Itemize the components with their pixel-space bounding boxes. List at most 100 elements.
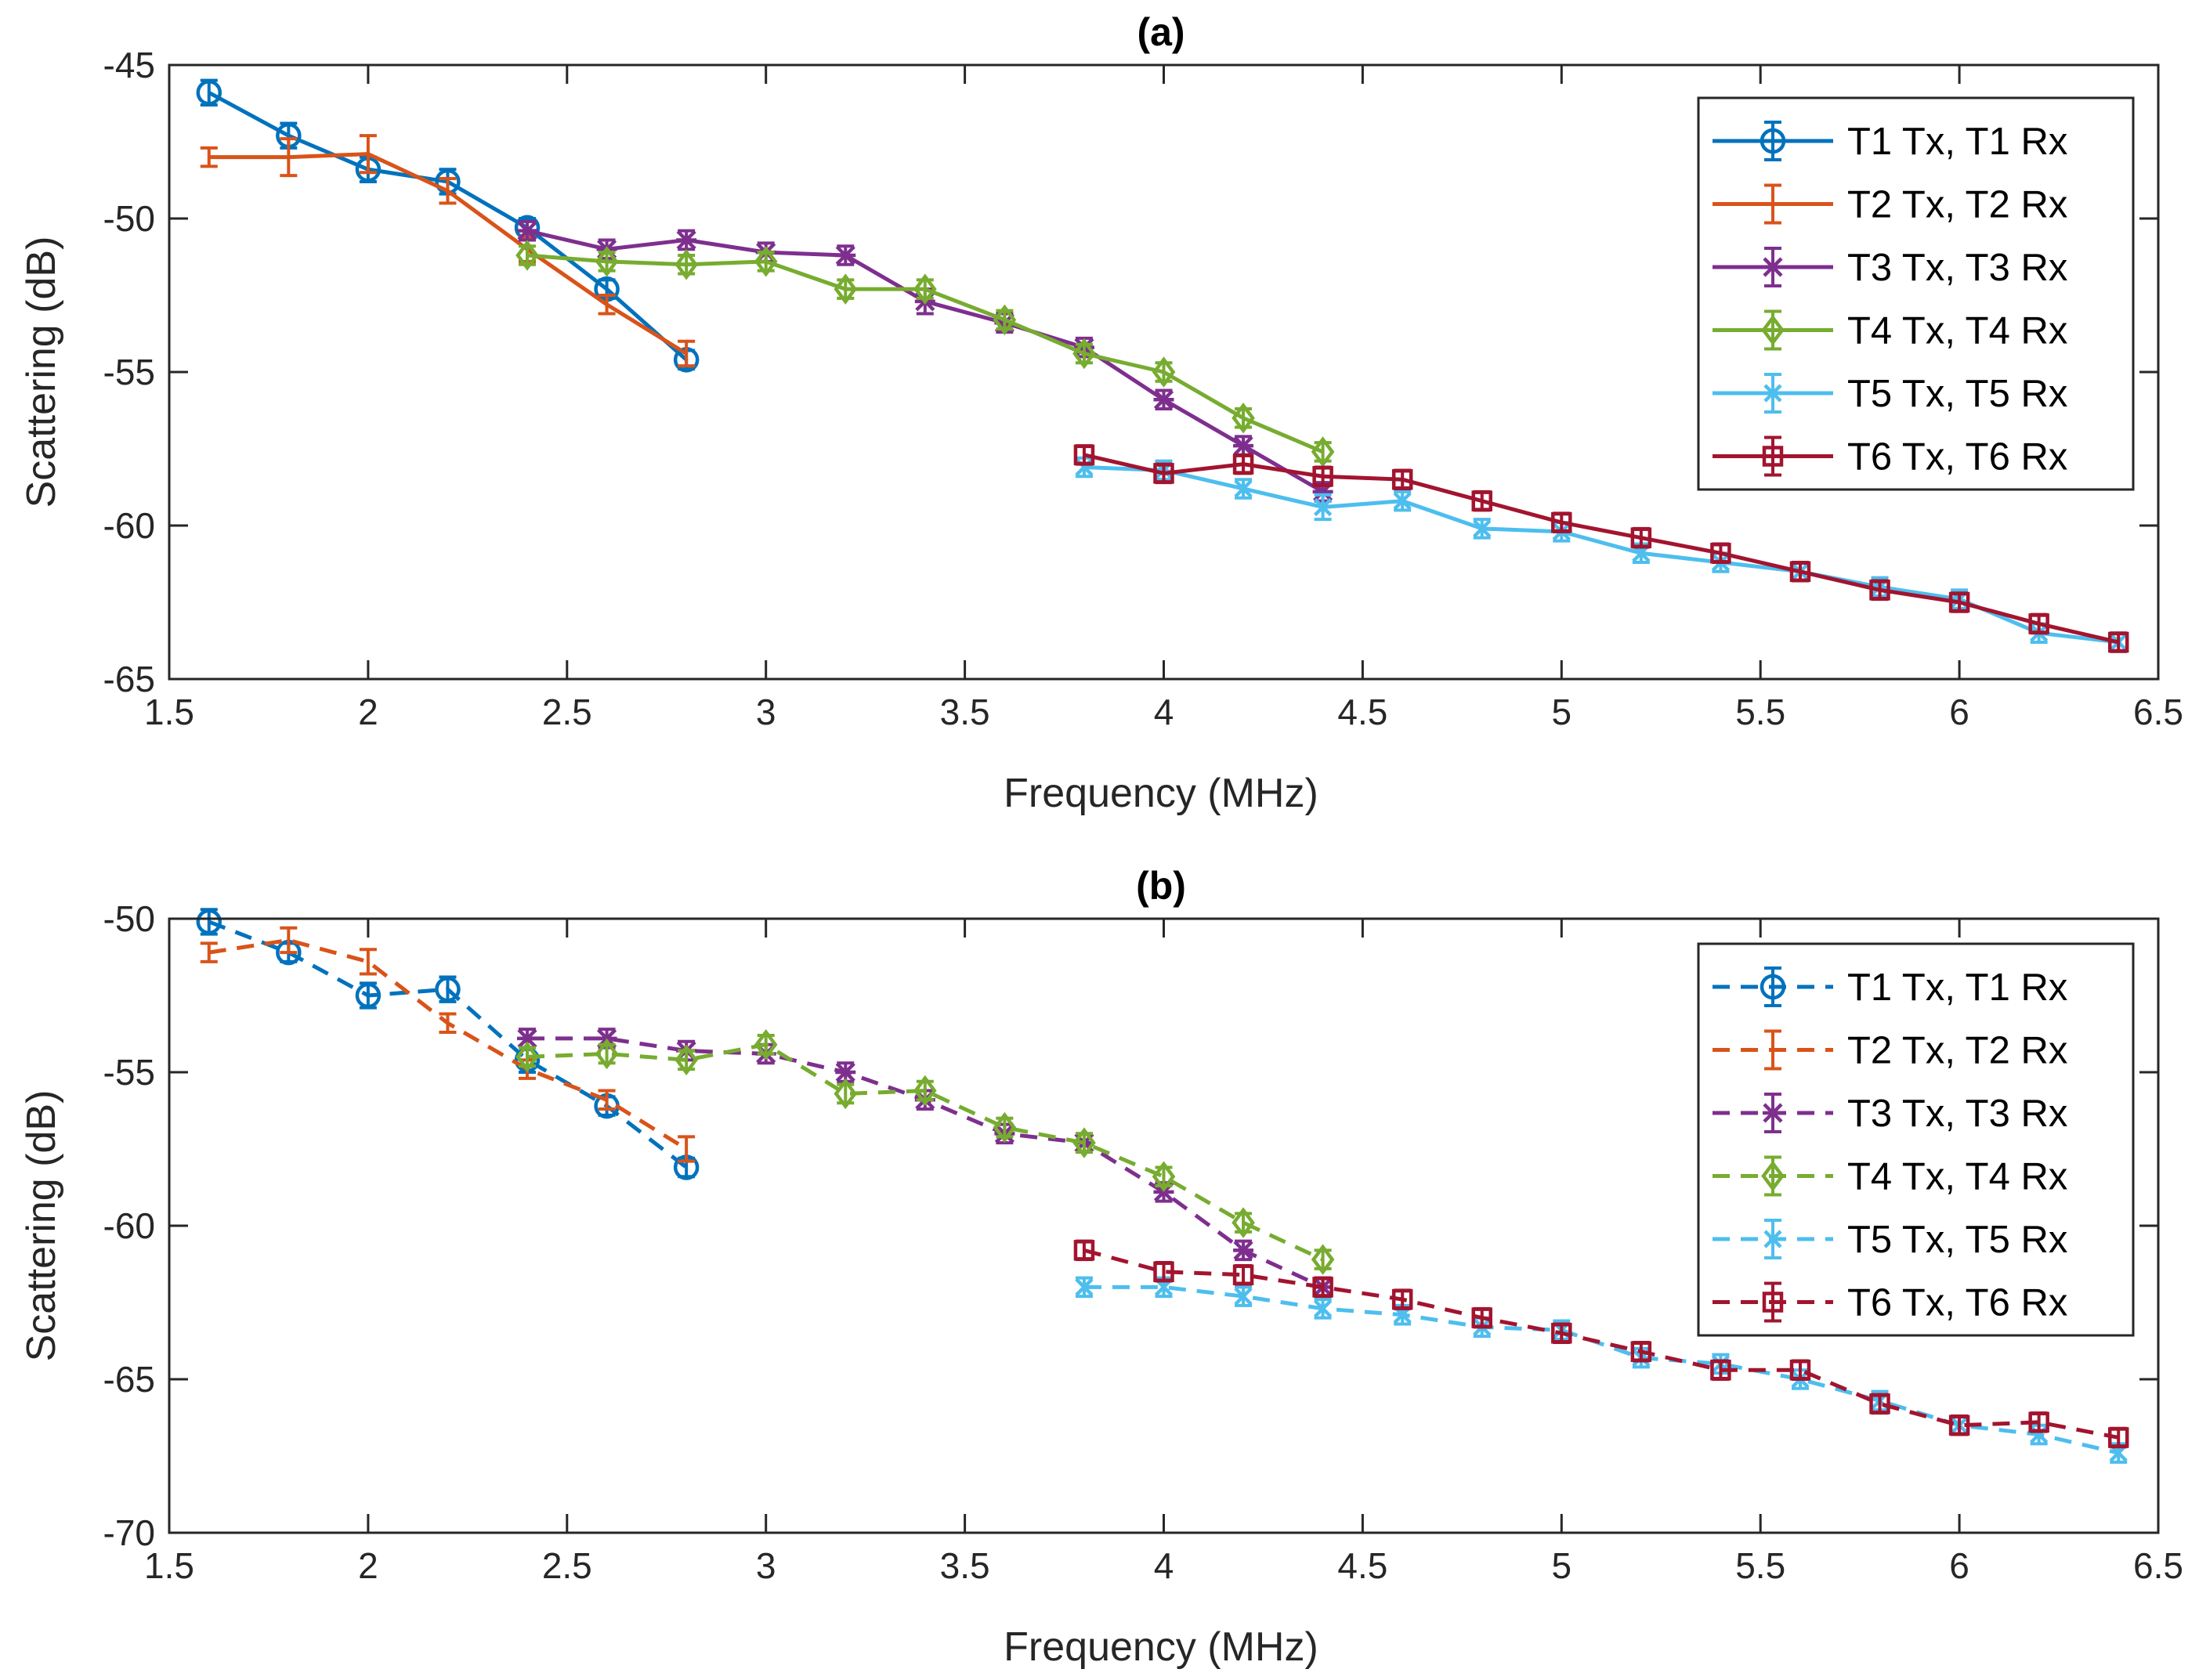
data-point [1153, 389, 1174, 410]
error-bar [1155, 361, 1173, 383]
data-point [2028, 1411, 2049, 1433]
legend-label: T6 Tx, T6 Rx [1847, 1282, 2067, 1324]
series [1073, 1239, 2129, 1449]
data-point [1762, 446, 1784, 467]
data-point [517, 1028, 538, 1049]
data-point [355, 982, 382, 1009]
data-point [1763, 257, 1783, 277]
data-point [1311, 436, 1335, 468]
data-point [1312, 466, 1333, 487]
x-tick-label: 6.5 [2133, 692, 2183, 732]
error-bar [1075, 1132, 1093, 1154]
error-bar [439, 177, 457, 205]
series [200, 926, 696, 1163]
legend-item: T5 Tx, T5 Rx [1713, 1219, 2067, 1261]
legend-item: T3 Tx, T3 Rx [1713, 1093, 2067, 1135]
error-bar [1314, 1248, 1332, 1270]
legend-item: T1 Tx, T1 Rx [1713, 121, 2067, 163]
data-point [993, 1111, 1017, 1143]
error-bar [359, 948, 377, 976]
x-tick-label: 3.5 [940, 1545, 990, 1586]
legend-item: T1 Tx, T1 Rx [1713, 966, 2067, 1009]
x-tick-label: 4.5 [1337, 692, 1387, 732]
data-point [517, 221, 538, 241]
data-point [435, 976, 461, 1003]
legend-label: T2 Tx, T2 Rx [1847, 184, 2067, 226]
data-point [834, 273, 858, 305]
error-bar [678, 1135, 696, 1163]
data-point [1710, 543, 1731, 564]
data-point [1152, 1161, 1176, 1193]
data-point [754, 246, 778, 277]
data-point [1471, 1307, 1492, 1328]
data-point [1869, 580, 1890, 601]
error-bar [1764, 1281, 1781, 1323]
data-point [1391, 1288, 1413, 1310]
x-tick-label: 6.5 [2133, 1545, 2183, 1586]
error-bar [200, 941, 218, 963]
data-point [1234, 1287, 1253, 1306]
data-point [1391, 468, 1413, 490]
data-point [993, 304, 1017, 336]
y-axis-label: Scattering (dB) [19, 1090, 64, 1362]
x-tick-label: 6 [1949, 692, 1969, 732]
error-bar [996, 1116, 1014, 1139]
axis-ticks: 1.5 2 2.5 3 3.5 4 4.5 5 5.5 6 6.5 -45 -50 -55 -60 -65 [103, 45, 2183, 732]
error-bar [200, 146, 218, 168]
data-point [1630, 527, 1652, 548]
legend-item: T5 Tx, T5 Rx [1713, 373, 2067, 415]
error-bar [837, 1082, 855, 1105]
data-point [1232, 1207, 1255, 1238]
error-bar [359, 134, 377, 175]
series [515, 240, 1335, 468]
error-bar [916, 1079, 934, 1102]
x-tick-label: 5.5 [1735, 692, 1785, 732]
series-line [1083, 453, 2119, 645]
x-tick-label: 6 [1949, 1545, 1969, 1586]
data-point [2107, 1427, 2129, 1448]
x-tick-label: 4.5 [1337, 1545, 1387, 1586]
data-point [1073, 444, 1095, 466]
x-tick-label: 3.5 [940, 692, 990, 732]
legend-label: T2 Tx, T2 Rx [1847, 1030, 2067, 1072]
x-axis-label: Frequency (MHz) [1004, 1624, 1318, 1670]
series [1073, 444, 2129, 653]
x-tick-label: 1.5 [144, 1545, 194, 1586]
data-point [1153, 1261, 1174, 1283]
legend-label: T3 Tx, T3 Rx [1847, 247, 2067, 289]
data-point [196, 80, 222, 106]
legend-item: T2 Tx, T2 Rx [1713, 1029, 2067, 1072]
data-point [1234, 479, 1253, 498]
y-tick-label: -55 [103, 352, 155, 392]
y-tick-label: -65 [103, 659, 155, 699]
data-point [1233, 435, 1254, 456]
y-tick-label: -60 [103, 505, 155, 546]
data-point [1393, 492, 1412, 511]
data-point [834, 1078, 858, 1110]
legend-label: T5 Tx, T5 Rx [1847, 373, 2067, 415]
data-point [595, 246, 619, 277]
data-point [1232, 403, 1255, 434]
data-point [1789, 561, 1811, 583]
x-tick-label: 3 [756, 1545, 776, 1586]
y-tick-label: -50 [103, 198, 155, 239]
chart-title: (a) [1137, 10, 1184, 54]
error-bar [916, 278, 934, 300]
data-point [1072, 1127, 1096, 1158]
data-point [913, 1075, 937, 1107]
data-point [1471, 490, 1492, 511]
legend-box [1697, 96, 2135, 491]
data-point [515, 240, 539, 271]
x-tick-label: 2 [358, 1545, 378, 1586]
x-tick-label: 4 [1154, 692, 1174, 732]
data-point [1314, 1299, 1333, 1318]
data-point [1789, 1359, 1811, 1381]
error-bar [1155, 1165, 1173, 1188]
x-tick-label: 1.5 [144, 692, 194, 732]
error-bar [280, 137, 298, 178]
error-bar [1235, 407, 1253, 429]
legend-label: T1 Tx, T1 Rx [1847, 966, 2067, 1009]
data-point [1763, 1103, 1783, 1123]
data-point [1153, 463, 1174, 484]
data-point [1314, 497, 1333, 517]
